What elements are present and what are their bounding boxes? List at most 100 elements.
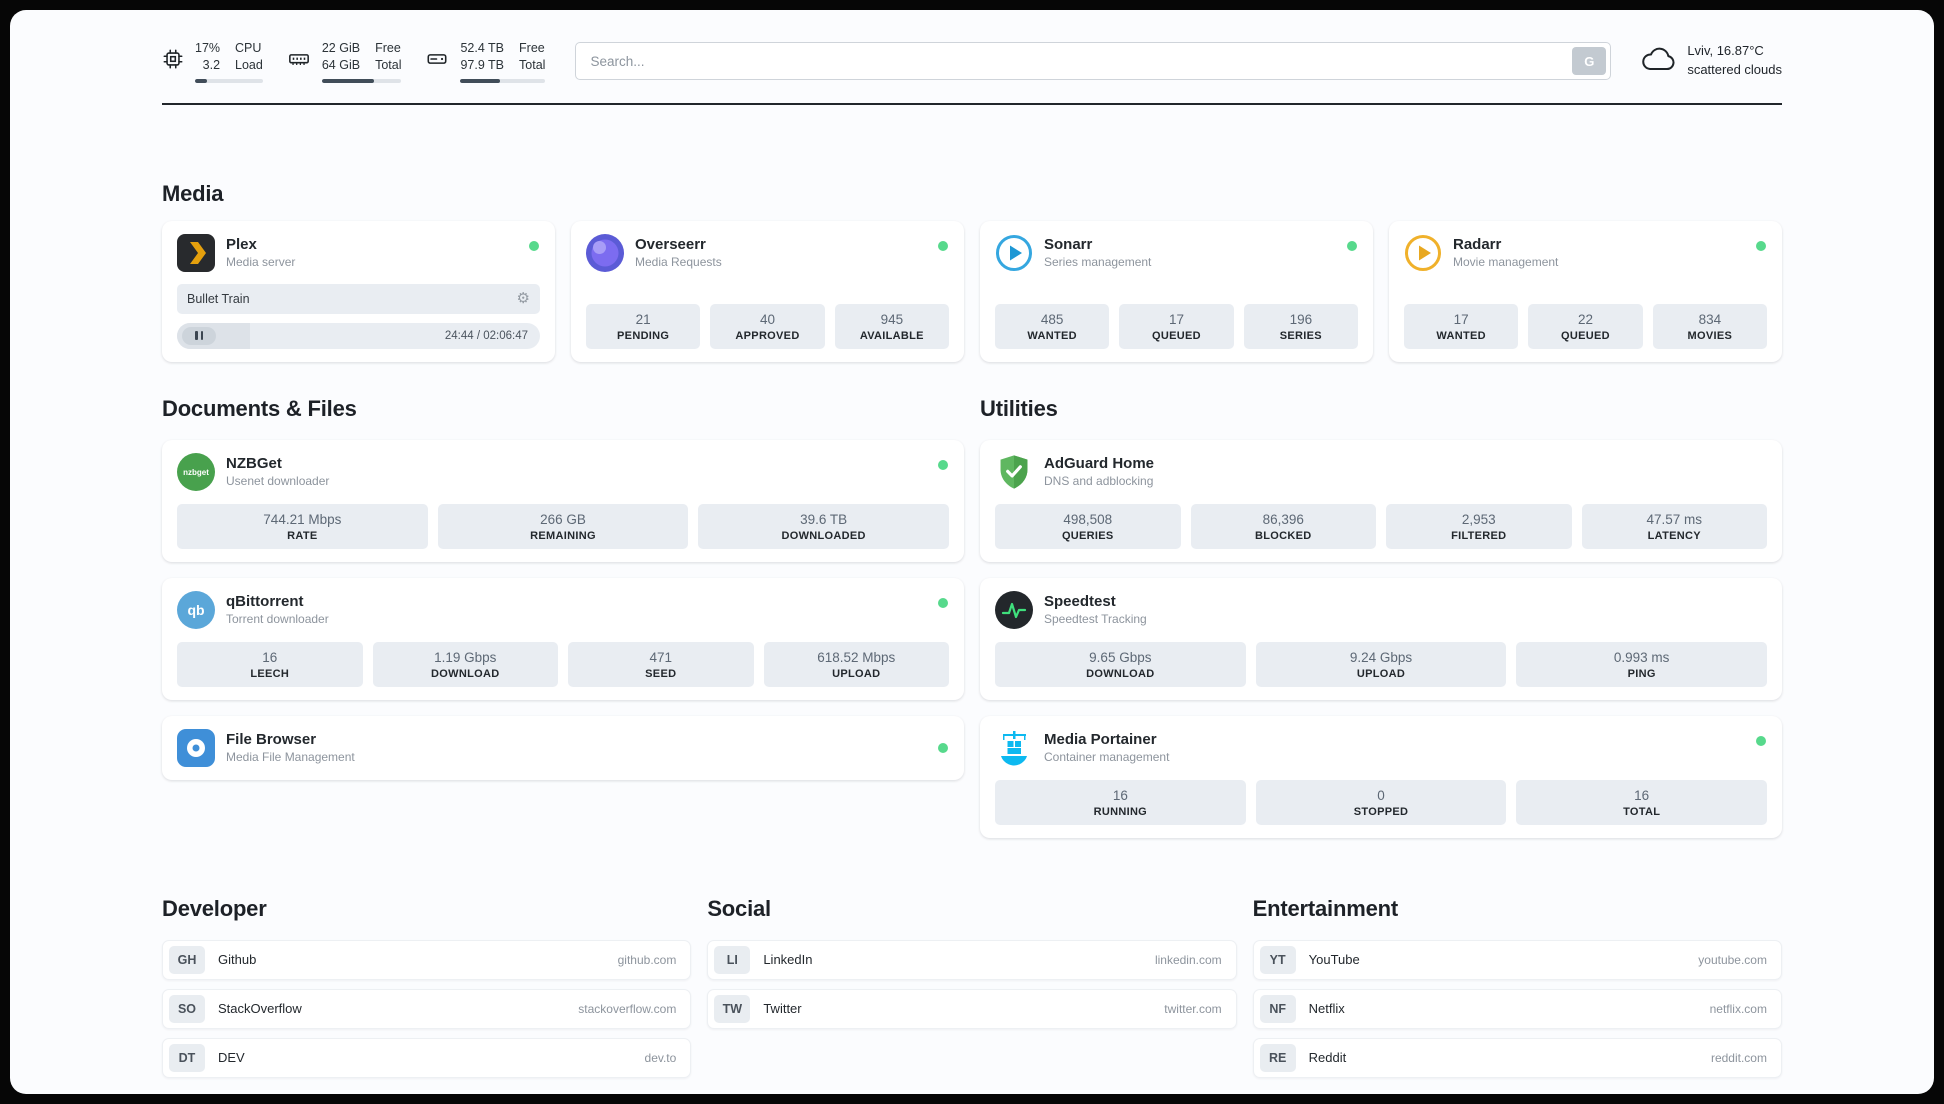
status-dot bbox=[938, 597, 948, 608]
stat-download: 9.65 Gbps DOWNLOAD bbox=[995, 641, 1246, 687]
gear-icon[interactable]: ⚙ bbox=[516, 290, 530, 307]
stat-pending: 21 PENDING bbox=[586, 303, 701, 349]
status-dot bbox=[1756, 240, 1766, 251]
stat-leech: 16 LEECH bbox=[177, 641, 363, 687]
bookmark-abbr-badge: NF bbox=[1259, 994, 1296, 1023]
stat-value: 485 bbox=[1040, 311, 1064, 327]
app-subtitle: Media File Management bbox=[226, 750, 355, 764]
stat-remaining: 266 GB REMAINING bbox=[437, 503, 689, 549]
stat-value: 1.19 Gbps bbox=[434, 649, 497, 665]
bookmark-abbr-badge: TW bbox=[714, 994, 751, 1023]
stat-label: APPROVED bbox=[735, 329, 800, 342]
stat-value: 21 bbox=[635, 311, 651, 327]
stat-label: WANTED bbox=[1027, 329, 1077, 342]
stat-value: 9.65 Gbps bbox=[1089, 649, 1152, 665]
bookmark-youtube[interactable]: YT YouTube youtube.com bbox=[1252, 939, 1782, 980]
bookmark-url: stackoverflow.com bbox=[578, 1001, 677, 1016]
bookmark-group-entertainment: Entertainment YT YouTube youtube.com NF … bbox=[1252, 896, 1782, 1087]
stat-label: SERIES bbox=[1279, 329, 1322, 342]
stat-movies: 834 MOVIES bbox=[1652, 303, 1767, 349]
app-card-adguard[interactable]: AdGuard Home DNS and adblocking 498,508 Q… bbox=[980, 439, 1782, 562]
top-bar: 17% 3.2 CPU Load bbox=[162, 10, 1782, 83]
bookmark-reddit[interactable]: RE Reddit reddit.com bbox=[1252, 1037, 1782, 1078]
app-title: Overseerr bbox=[635, 236, 706, 253]
app-card-overseerr[interactable]: Overseerr Media Requests 21 PENDING 40 APP… bbox=[571, 220, 964, 362]
stat-label: RUNNING bbox=[1093, 805, 1148, 818]
cpu-usage-value: 17% bbox=[195, 41, 221, 55]
cpu-progress-fill bbox=[195, 78, 207, 83]
app-card-speedtest[interactable]: Speedtest Speedtest Tracking 9.65 Gbps DO… bbox=[980, 577, 1782, 700]
search-engine-button[interactable]: G bbox=[1572, 47, 1607, 76]
bookmark-name: DEV bbox=[218, 1050, 245, 1065]
cpu-widget: 17% 3.2 CPU Load bbox=[162, 40, 263, 83]
stat-label: DOWNLOAD bbox=[431, 667, 500, 680]
filebrowser-icon bbox=[177, 728, 215, 767]
bookmark-abbr-badge: SO bbox=[169, 994, 205, 1023]
memory-icon bbox=[287, 48, 311, 75]
stat-queued: 17 QUEUED bbox=[1119, 303, 1234, 349]
playback-progress-bar[interactable]: 24:44 / 02:06:47 bbox=[177, 322, 540, 349]
weather-widget[interactable]: Lviv, 16.87°C scattered clouds bbox=[1641, 42, 1782, 80]
app-card-sonarr[interactable]: Sonarr Series management 485 WANTED 17 QUE… bbox=[980, 220, 1373, 362]
stat-rate: 744.21 Mbps RATE bbox=[177, 503, 428, 549]
speedtest-icon bbox=[995, 590, 1033, 629]
stat-value: 2,953 bbox=[1461, 511, 1496, 527]
bookmark-github[interactable]: GH Github github.com bbox=[162, 939, 692, 980]
app-card-qbittorrent[interactable]: qb qBittorrent Torrent downloader 16 LEEC… bbox=[162, 577, 964, 700]
weather-condition: scattered clouds bbox=[1687, 62, 1782, 78]
disk-total-label: Total bbox=[519, 58, 546, 73]
bookmark-twitter[interactable]: TW Twitter twitter.com bbox=[707, 988, 1237, 1029]
stat-label: RATE bbox=[287, 529, 318, 542]
bookmark-linkedin[interactable]: LI LinkedIn linkedin.com bbox=[707, 939, 1237, 980]
playback-time: 24:44 / 02:06:47 bbox=[444, 329, 528, 342]
pause-icon[interactable] bbox=[182, 326, 216, 345]
stat-value: 0 bbox=[1377, 787, 1385, 803]
portainer-icon bbox=[995, 729, 1033, 767]
bookmark-url: netflix.com bbox=[1709, 1001, 1767, 1016]
disk-widget: 52.4 TB 97.9 TB Free Total bbox=[425, 40, 546, 83]
app-subtitle: Movie management bbox=[1453, 255, 1559, 269]
disk-progress-bar bbox=[460, 78, 546, 83]
cpu-label: CPU bbox=[235, 41, 262, 55]
stat-value: 498,508 bbox=[1063, 511, 1113, 527]
radarr-icon bbox=[1404, 234, 1442, 272]
app-title: File Browser bbox=[226, 731, 317, 748]
app-subtitle: Media server bbox=[226, 255, 296, 269]
stat-value: 17 bbox=[1453, 311, 1469, 327]
stat-value: 47.57 ms bbox=[1646, 511, 1703, 527]
app-card-radarr[interactable]: Radarr Movie management 17 WANTED 22 QUEUE… bbox=[1389, 220, 1782, 362]
stat-value: 0.993 ms bbox=[1613, 649, 1670, 665]
search-input[interactable] bbox=[575, 42, 1612, 81]
status-dot bbox=[938, 742, 948, 753]
status-dot bbox=[938, 459, 948, 470]
plex-icon bbox=[177, 233, 215, 272]
app-card-nzbget[interactable]: nzbget NZBGet Usenet downloader 744.21 M… bbox=[162, 439, 964, 562]
app-card-portainer[interactable]: Media Portainer Container management 16 R… bbox=[980, 715, 1782, 838]
app-card-filebrowser[interactable]: File Browser Media File Management bbox=[162, 715, 964, 780]
stat-value: 834 bbox=[1698, 311, 1722, 327]
bookmark-abbr-badge: LI bbox=[714, 945, 751, 974]
stat-value: 16 bbox=[262, 649, 278, 665]
section-media: Media Plex Media server bbox=[162, 181, 1782, 362]
bookmark-url: twitter.com bbox=[1164, 1001, 1222, 1016]
disk-total-value: 97.9 TB bbox=[460, 58, 505, 73]
stat-value: 9.24 Gbps bbox=[1349, 649, 1413, 665]
stat-label: LEECH bbox=[250, 667, 290, 680]
ram-free-label: Free bbox=[375, 41, 401, 55]
ram-total-value: 64 GiB bbox=[321, 58, 361, 73]
stat-seed: 471 SEED bbox=[568, 641, 754, 687]
stat-label: SEED bbox=[645, 667, 677, 680]
status-dot bbox=[938, 240, 948, 251]
bookmark-stackoverflow[interactable]: SO StackOverflow stackoverflow.com bbox=[162, 988, 692, 1029]
bookmark-dev[interactable]: DT DEV dev.to bbox=[162, 1037, 692, 1078]
app-title: Speedtest bbox=[1044, 593, 1116, 610]
stat-label: LATENCY bbox=[1647, 529, 1701, 542]
app-card-plex[interactable]: Plex Media server Bullet Train ⚙ 24:44 /… bbox=[162, 220, 555, 362]
stat-value: 39.6 TB bbox=[800, 511, 848, 527]
stat-label: QUEUED bbox=[1152, 329, 1201, 342]
stat-available: 945 AVAILABLE bbox=[834, 303, 949, 349]
header-divider bbox=[162, 102, 1782, 105]
overseerr-icon bbox=[586, 233, 624, 272]
bookmark-netflix[interactable]: NF Netflix netflix.com bbox=[1252, 988, 1782, 1029]
stat-value: 40 bbox=[759, 311, 775, 327]
